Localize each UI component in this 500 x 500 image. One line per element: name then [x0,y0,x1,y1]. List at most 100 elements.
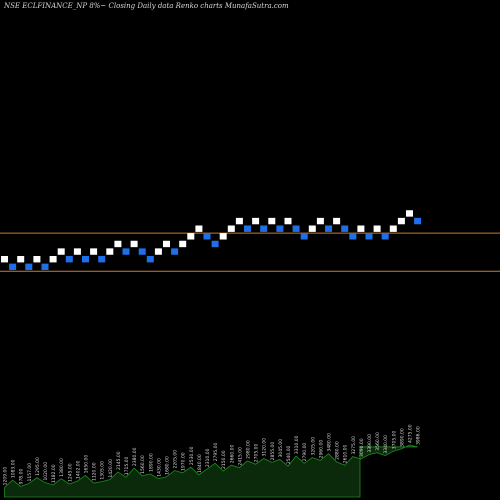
volume-label: 3705.00 [391,431,397,450]
volume-label: 2310.00 [205,448,211,467]
volume-label: 2415.00 [237,447,243,466]
volume-label: 2980.00 [246,440,252,459]
volume-label: 1020.00 [43,462,49,481]
volume-label: 2380.00 [132,447,138,466]
renko-brick-up [73,248,81,255]
volume-label: 1650.00 [84,455,90,474]
renko-brick-up [17,256,25,263]
renko-brick-up [187,233,195,240]
renko-brick-down [349,233,357,240]
renko-brick-up [1,256,8,263]
volume-label: 2540.00 [286,445,292,464]
renko-brick-down [171,248,179,255]
volume-label: 2610.00 [343,444,349,463]
renko-brick-down [341,225,349,232]
renko-brick-up [179,240,187,248]
volume-label: 1083.00 [11,459,17,478]
renko-brick-up [397,217,405,225]
volume-label: 1380.00 [59,458,65,477]
renko-brick-down [260,225,268,232]
volume-area [4,444,418,498]
reference-lines [0,232,500,272]
renko-brick-down [25,263,33,271]
renko-brick-down [98,256,106,263]
volume-label: 1402.00 [75,460,81,479]
renko-brick-down [122,248,130,255]
volume-label: 3560.00 [375,432,381,451]
renko-brick-down [203,233,211,240]
renko-brick-down [211,240,219,248]
renko-brick-down [9,263,17,271]
volume-label: 1295.00 [35,457,41,476]
volume-label: 1420.00 [108,459,114,478]
renko-brick-up [130,240,138,248]
volume-label: 3890.00 [399,428,405,447]
renko-brick-down [82,256,89,263]
volume-label: 3340.00 [383,435,389,454]
volume-label: 2880.00 [335,441,341,460]
volume-label: 1680.00 [165,456,171,475]
renko-brick-up [357,225,365,232]
volume-label: 3390.00 [367,434,373,453]
renko-brick-down [300,233,308,240]
volume-label: 3480.00 [327,433,333,452]
volume-label: 1840.00 [197,454,203,473]
renko-brick-down [244,225,251,232]
volume-panel: 1209.00 1083.00 978.00 1157.00 1295.00 1020.0… [3,424,422,498]
renko-brick-up [284,217,292,225]
renko-brick-up [333,217,341,225]
renko-brick-down [138,248,146,255]
renko-brick-up [195,225,203,232]
volume-label: 1209.00 [3,467,9,486]
renko-brick-down [292,225,300,232]
renko-brick-up [252,217,260,225]
renko-brick-up [308,225,316,232]
volume-label: 3045.00 [278,439,284,458]
volume-label: 3205.00 [310,437,316,456]
volume-label: 1157.00 [27,463,33,482]
renko-brick-up [90,248,98,255]
volume-label: 3120.00 [262,438,268,457]
volume-label: 1560.00 [140,455,146,474]
volume-label: 2705.00 [254,444,260,463]
volume-label: 4275.00 [408,424,414,443]
volume-label: 2205.00 [173,450,179,469]
volume-label: 2855.00 [270,442,276,461]
renko-brick-up [219,233,227,240]
volume-label: 1245.00 [67,463,73,482]
volume-label: 3310.00 [294,435,300,454]
chart-title: NSE ECLFINANCE_NP 8%~ Closing Daily data… [4,2,289,10]
renko-brick-up [389,225,397,232]
volume-label: 2660.00 [229,444,235,463]
renko-brick-up [57,248,65,255]
renko-brick-up [33,256,41,263]
renko-brick-up [114,240,122,248]
renko-brick-up [316,217,324,225]
volume-label: 1890.00 [148,453,154,472]
renko-brick-up [268,217,276,225]
volume-label: 3275.00 [351,436,357,455]
volume-label: 1970.00 [181,452,187,471]
renko-brick-down [276,225,284,232]
volume-label: 2960.00 [318,440,324,459]
renko-brick-down [325,225,332,232]
volume-label: 2150.00 [221,450,227,469]
renko-brick-up [227,225,235,232]
renko-brick-up [49,256,57,263]
volume-label: 2530.00 [189,446,195,465]
renko-brick-up [163,240,170,248]
volume-label: 1715.00 [124,457,130,476]
volume-label: 1305.00 [100,461,106,480]
renko-brick-up [235,217,243,225]
volume-label: 1182.00 [51,464,57,483]
renko-brick-up [154,248,162,255]
renko-brick-down [414,217,422,225]
renko-brick-up [106,248,114,255]
volume-label: 2795.00 [213,443,219,462]
renko-brick-down [365,233,373,240]
renko-bricks [1,210,422,271]
volume-label: 3986.00 [416,426,422,445]
renko-brick-down [41,263,49,271]
renko-brick-down [65,256,73,263]
